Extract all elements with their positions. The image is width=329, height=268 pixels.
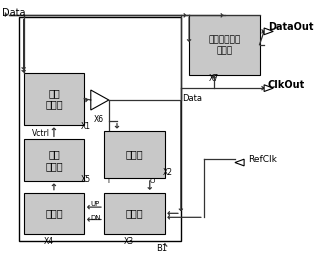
Text: B1: B1: [156, 244, 167, 253]
Text: RefClk: RefClk: [248, 155, 277, 164]
Bar: [189, 15, 260, 75]
Text: UP: UP: [91, 201, 100, 207]
Text: 低通
滤波器: 低通 滤波器: [45, 149, 63, 171]
Text: X5: X5: [81, 175, 91, 184]
Text: 鉴频器: 鉴频器: [125, 208, 143, 218]
Bar: [104, 131, 164, 178]
Text: 分频器: 分频器: [125, 150, 143, 160]
Text: ClkOut: ClkOut: [268, 80, 305, 90]
Text: 电荷泵: 电荷泵: [45, 208, 63, 218]
Text: DN: DN: [91, 215, 101, 221]
Text: Data: Data: [2, 8, 26, 18]
Text: X2: X2: [163, 168, 173, 177]
Text: Vctrl: Vctrl: [32, 129, 50, 139]
Text: X6: X6: [94, 115, 104, 124]
Text: DataOut: DataOut: [268, 22, 313, 32]
Polygon shape: [264, 85, 273, 91]
Text: Data: Data: [183, 94, 203, 102]
Bar: [24, 193, 84, 234]
Text: O: O: [150, 178, 155, 184]
Polygon shape: [235, 159, 244, 166]
Bar: [104, 193, 164, 234]
Text: X4: X4: [43, 237, 53, 247]
Text: 门控
振荡器: 门控 振荡器: [45, 88, 63, 109]
Text: X3: X3: [124, 237, 134, 247]
Bar: [24, 139, 84, 181]
Text: 半速率数据恢
复电路: 半速率数据恢 复电路: [208, 36, 240, 55]
Text: X1: X1: [81, 121, 91, 131]
Polygon shape: [264, 28, 273, 35]
Bar: [19, 17, 181, 241]
Text: X7: X7: [209, 73, 219, 83]
Text: I: I: [107, 178, 109, 184]
Bar: [24, 73, 84, 125]
